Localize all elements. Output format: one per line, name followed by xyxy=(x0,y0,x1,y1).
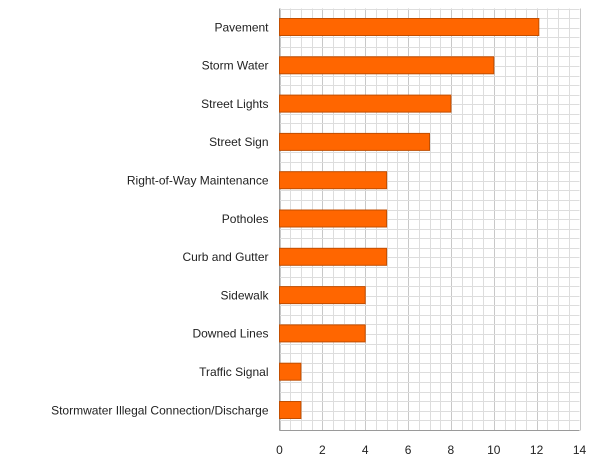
x-tick-label: 14 xyxy=(573,443,587,457)
category-labels: Pavement Storm Water Street Lights Street S… xyxy=(51,20,269,417)
category-label: Storm Water xyxy=(202,59,269,73)
x-tick-label: 4 xyxy=(362,443,369,457)
bars-layer xyxy=(279,18,540,419)
category-label: Right-of-Way Maintenance xyxy=(127,174,269,188)
category-label: Stormwater Illegal Connection/Discharge xyxy=(51,403,269,417)
x-tick-label: 10 xyxy=(487,443,501,457)
bar xyxy=(279,401,302,419)
category-label: Pavement xyxy=(214,20,269,34)
x-tick-label: 2 xyxy=(319,443,326,457)
bar xyxy=(279,362,302,381)
x-tick-label: 12 xyxy=(530,443,544,457)
bar xyxy=(279,18,540,36)
x-tick-label: 6 xyxy=(405,443,412,457)
bar xyxy=(279,56,495,75)
category-label: Curb and Gutter xyxy=(182,250,268,264)
bar xyxy=(279,247,388,266)
category-label: Traffic Signal xyxy=(199,365,268,379)
category-label: Downed Lines xyxy=(192,327,268,341)
category-label: Street Lights xyxy=(201,97,268,111)
x-tick-label: 8 xyxy=(448,443,455,457)
category-label: Potholes xyxy=(222,212,269,226)
x-axis-ticks: 0 2 4 6 8 10 12 14 xyxy=(276,443,586,457)
bar xyxy=(279,286,366,305)
bar xyxy=(279,171,388,190)
bar xyxy=(279,324,366,343)
category-label: Street Sign xyxy=(209,135,268,149)
x-tick-label: 0 xyxy=(276,443,283,457)
bar xyxy=(279,132,430,151)
bar xyxy=(279,94,452,113)
bar xyxy=(279,209,388,228)
category-label: Sidewalk xyxy=(220,288,269,302)
